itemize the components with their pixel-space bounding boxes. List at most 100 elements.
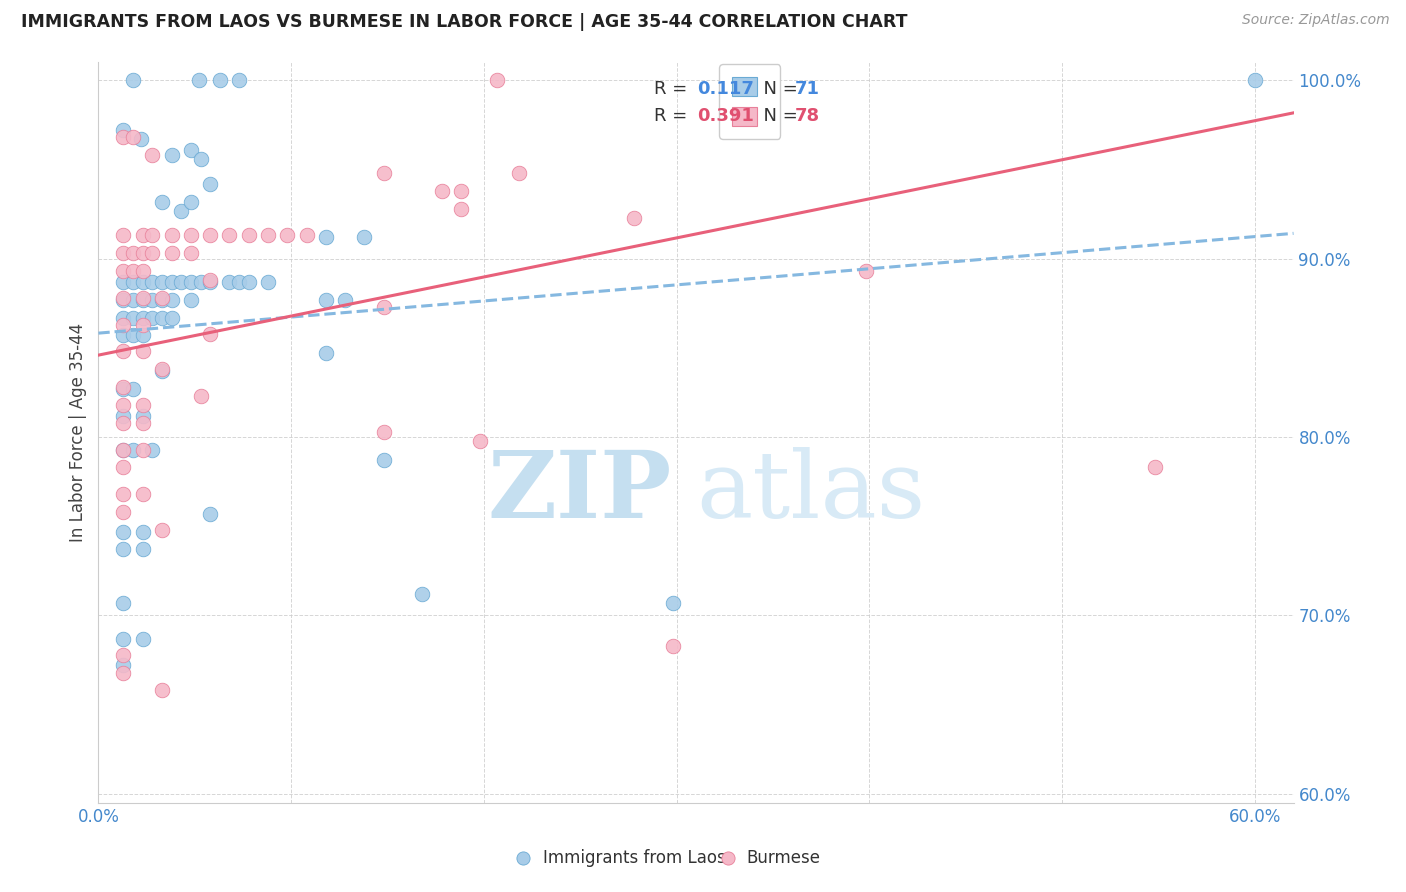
Point [132, 328, 155, 343]
Point [150, 683, 173, 698]
Point [190, 275, 212, 289]
Point [150, 293, 173, 307]
Point [150, 523, 173, 537]
Point [112, 665, 135, 680]
Point [132, 318, 155, 332]
Point [132, 487, 155, 501]
Point [200, 177, 222, 191]
Point [112, 382, 135, 396]
Point [150, 291, 173, 305]
Point [1312, 73, 1334, 87]
Point [112, 487, 135, 501]
Point [141, 246, 163, 260]
Text: 0.391: 0.391 [697, 107, 754, 125]
Point [122, 130, 145, 145]
Point [662, 639, 685, 653]
Y-axis label: In Labor Force | Age 35-44: In Labor Force | Age 35-44 [69, 323, 87, 542]
Point [238, 275, 260, 289]
Point [112, 264, 135, 278]
Text: R =: R = [654, 80, 693, 98]
Point [122, 328, 145, 343]
Point [112, 442, 135, 457]
Point [170, 203, 193, 218]
Point [257, 228, 280, 243]
Point [132, 416, 155, 430]
Point [150, 310, 173, 325]
Point [276, 228, 298, 243]
Point [150, 194, 173, 209]
Point [190, 389, 212, 403]
Point [122, 73, 145, 87]
Point [122, 293, 145, 307]
Point [662, 596, 685, 610]
Point [855, 264, 877, 278]
Point [315, 346, 337, 360]
Point [150, 362, 173, 376]
Text: 0.117: 0.117 [697, 80, 754, 98]
Point [411, 587, 433, 601]
Point [257, 275, 280, 289]
Point [623, 211, 645, 225]
Point [112, 275, 135, 289]
Point [170, 275, 193, 289]
Point [150, 364, 173, 378]
Point [112, 542, 135, 557]
Point [112, 632, 135, 646]
Point [132, 632, 155, 646]
Point [112, 596, 135, 610]
Point [468, 434, 491, 448]
Point [180, 246, 202, 260]
Point [112, 318, 135, 332]
Point [141, 228, 163, 243]
Point [112, 505, 135, 519]
Point [132, 291, 155, 305]
Point [486, 73, 509, 87]
Point [122, 442, 145, 457]
Point [141, 310, 163, 325]
Point [200, 275, 222, 289]
Point [132, 228, 155, 243]
Point [228, 275, 250, 289]
Point [122, 246, 145, 260]
Text: IMMIGRANTS FROM LAOS VS BURMESE IN LABOR FORCE | AGE 35-44 CORRELATION CHART: IMMIGRANTS FROM LAOS VS BURMESE IN LABOR… [21, 13, 908, 31]
Point [122, 310, 145, 325]
Point [208, 73, 231, 87]
Point [112, 344, 135, 359]
Point [200, 326, 222, 341]
Point [122, 275, 145, 289]
Point [132, 246, 155, 260]
Point [112, 442, 135, 457]
Point [373, 166, 395, 180]
Point [112, 409, 135, 423]
Point [450, 202, 472, 216]
Point [187, 73, 209, 87]
Point [132, 398, 155, 412]
Point [112, 246, 135, 260]
Text: ZIP: ZIP [488, 447, 672, 537]
Point [112, 228, 135, 243]
Text: 71: 71 [796, 80, 820, 98]
Point [1244, 73, 1267, 87]
Point [141, 293, 163, 307]
Point [180, 228, 202, 243]
Point [132, 293, 155, 307]
Point [180, 275, 202, 289]
Point [508, 166, 530, 180]
Point [373, 300, 395, 314]
Point [141, 442, 163, 457]
Point [112, 328, 135, 343]
Point [132, 264, 155, 278]
Point [112, 291, 135, 305]
Point [353, 230, 375, 244]
Point [373, 453, 395, 467]
Point [129, 132, 152, 146]
Point [132, 310, 155, 325]
Point [315, 230, 337, 244]
Text: 78: 78 [796, 107, 820, 125]
Point [112, 130, 135, 145]
Point [160, 310, 183, 325]
Point [132, 409, 155, 423]
Point [450, 184, 472, 198]
Point [122, 264, 145, 278]
Point [132, 275, 155, 289]
